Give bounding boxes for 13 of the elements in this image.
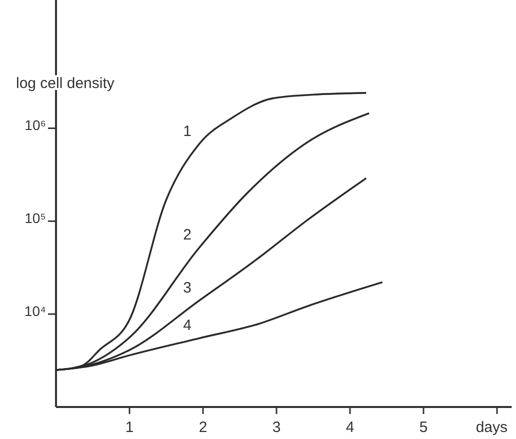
y-tick-label: 10⁵ bbox=[24, 210, 46, 226]
y-tick-label: 10⁶ bbox=[24, 117, 46, 134]
x-tick-label: 4 bbox=[346, 419, 354, 436]
x-tick-label: 2 bbox=[198, 419, 208, 436]
series-label: 3 bbox=[183, 280, 192, 297]
series-label: 4 bbox=[183, 317, 192, 334]
y-tick-label: 10⁴ bbox=[24, 303, 46, 320]
x-tick-label: 5 bbox=[419, 419, 428, 436]
series-label: 1 bbox=[183, 122, 192, 140]
x-tick-label: 3 bbox=[272, 419, 281, 436]
x-tick-label: 1 bbox=[125, 419, 134, 436]
series-label: 2 bbox=[183, 226, 192, 244]
x-axis-title: days bbox=[476, 419, 508, 436]
